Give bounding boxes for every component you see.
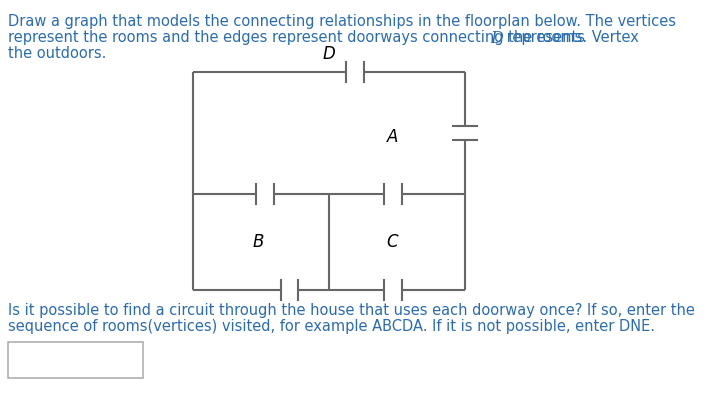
Text: represent the rooms and the edges represent doorways connecting the rooms. Verte: represent the rooms and the edges repres… <box>8 30 643 45</box>
Text: the outdoors.: the outdoors. <box>8 46 106 61</box>
Text: sequence of rooms(vertices) visited, for example ABCDA. If it is not possible, e: sequence of rooms(vertices) visited, for… <box>8 319 655 334</box>
FancyBboxPatch shape <box>8 342 143 378</box>
Text: D: D <box>490 30 503 47</box>
Text: represents: represents <box>502 30 585 45</box>
Text: $B$: $B$ <box>252 233 264 251</box>
Text: $C$: $C$ <box>386 233 400 251</box>
Text: $D$: $D$ <box>322 46 336 63</box>
Text: $A$: $A$ <box>386 129 399 146</box>
Text: Draw a graph that models the connecting relationships in the floorplan below. Th: Draw a graph that models the connecting … <box>8 14 676 29</box>
Text: Is it possible to find a circuit through the house that uses each doorway once? : Is it possible to find a circuit through… <box>8 303 695 318</box>
